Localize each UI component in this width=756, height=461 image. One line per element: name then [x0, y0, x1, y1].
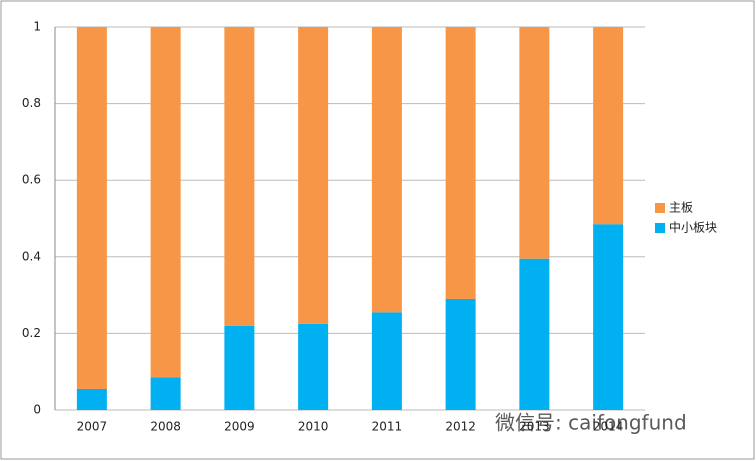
x-tick-label: 2014 [593, 420, 624, 434]
x-tick-label: 2007 [77, 420, 108, 434]
bar-segment [371, 312, 402, 410]
legend-label: 中小板块 [669, 220, 717, 235]
bar-segment [519, 258, 550, 410]
bar-segment [224, 325, 255, 410]
x-tick-label: 2008 [150, 420, 181, 434]
x-tick-label: 2011 [372, 420, 403, 434]
x-tick-label: 2010 [298, 420, 329, 434]
legend-swatch [655, 203, 665, 213]
bar-segment [593, 224, 624, 410]
y-tick-label: 0.8 [22, 96, 41, 110]
y-tick-label: 0.4 [22, 249, 41, 263]
bar-segment [76, 388, 107, 410]
y-tick-label: 0.2 [22, 326, 41, 340]
y-tick-label: 0 [33, 403, 41, 417]
bar-segment [371, 27, 402, 313]
bar-segment [445, 298, 476, 410]
bar-segment [593, 27, 624, 225]
legend-label: 主板 [669, 201, 693, 215]
bar-segment [519, 27, 550, 259]
bar-segment [150, 27, 181, 378]
legend-swatch [655, 223, 665, 233]
bar-segment [298, 27, 329, 324]
watermark: 微信号: caifongfund [495, 411, 687, 435]
bar-segment [76, 27, 107, 389]
x-tick-label: 2009 [224, 420, 255, 434]
bar-segment [445, 27, 476, 299]
bar-segment [224, 27, 255, 326]
y-tick-label: 0.6 [22, 173, 41, 187]
x-tick-label: 2013 [519, 420, 550, 434]
x-tick-label: 2012 [445, 420, 476, 434]
bar-segment [150, 377, 181, 410]
bar-segment [298, 323, 329, 410]
y-tick-label: 1 [33, 20, 41, 34]
